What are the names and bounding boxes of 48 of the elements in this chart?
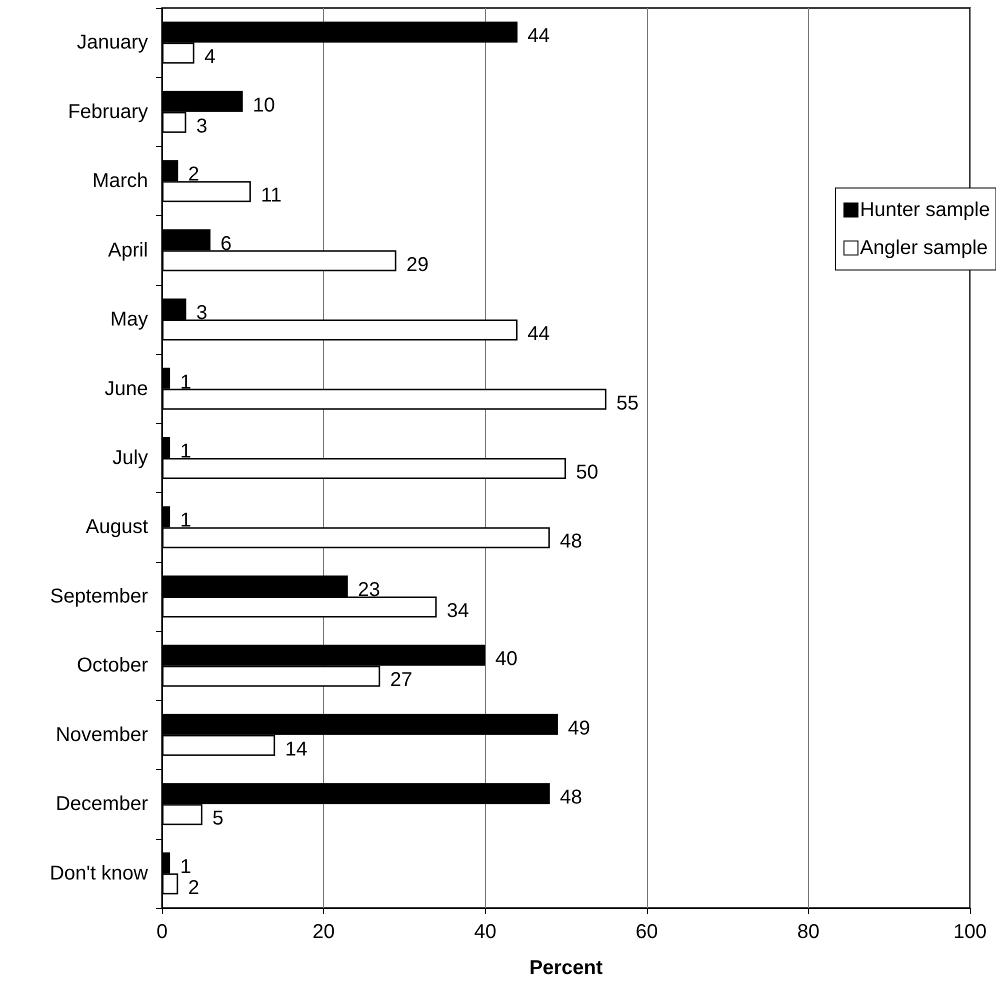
y-tick-label: Don't know [50,862,149,884]
data-label: 2 [188,876,200,899]
data-label: 29 [406,254,429,276]
data-label: 49 [568,717,590,740]
y-tick-label: March [92,170,148,192]
x-tick-label: 0 [156,921,168,943]
data-label: 55 [616,392,639,414]
data-label: 11 [260,184,282,207]
data-label: 1 [180,371,192,394]
data-label: 10 [252,94,276,116]
data-label: 6 [220,232,232,255]
x-tick-label: 40 [474,921,496,943]
x-tick-label: 20 [312,921,335,943]
data-label: 3 [196,115,208,138]
y-tick-label: August [86,516,148,538]
data-label: 1 [180,440,192,462]
data-label: 48 [560,786,582,809]
y-tick-label: October [76,654,148,677]
data-label: 44 [528,323,550,346]
data-label: 34 [446,600,469,622]
x-tick-label: 80 [797,921,820,943]
y-tick-label: February [68,100,148,123]
y-tick-label: September [50,585,148,608]
data-label: 48 [560,530,582,553]
data-label: 4 [204,46,216,68]
data-label: 3 [196,302,208,324]
x-tick-label: 100 [953,921,987,943]
data-label: 50 [576,462,598,484]
data-label: 44 [528,25,550,48]
y-tick-label: July [112,447,148,469]
y-tick-label: December [56,793,148,816]
x-tick-label: 60 [636,921,658,943]
legend-label: Hunter sample [860,199,990,221]
y-tick-label: June [104,378,148,400]
y-tick-label: November [56,724,148,746]
data-label: 23 [358,578,380,601]
data-label: 2 [188,164,200,186]
data-label: 1 [180,856,192,878]
data-label: 27 [390,669,412,692]
y-tick-label: May [110,308,148,331]
y-tick-label: January [76,32,148,54]
x-axis-title: Percent [529,957,604,979]
data-label: 14 [285,738,308,760]
y-tick-label: April [108,239,148,262]
data-label: 1 [180,510,192,532]
data-label: 40 [495,648,518,670]
legend-label: Angler sample [860,237,988,259]
data-label: 5 [212,808,224,830]
